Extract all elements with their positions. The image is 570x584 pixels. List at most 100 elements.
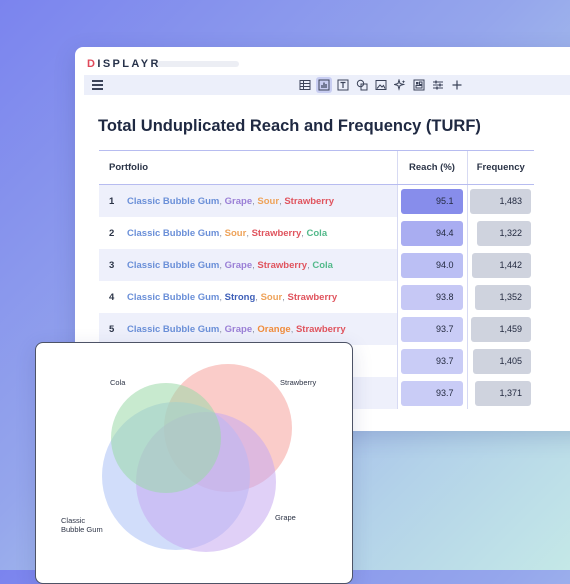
frequency-cell: 1,459: [466, 313, 534, 345]
row-number: 4: [109, 291, 115, 303]
item-separator: ,: [219, 291, 225, 303]
venn-diagram: Cola Strawberry Classic Bubble Gum Grape: [61, 364, 317, 552]
shapes-icon[interactable]: [354, 77, 370, 93]
portfolio-item: Sour: [224, 227, 247, 239]
item-separator: ,: [219, 195, 225, 207]
venn-circle-cola: [111, 383, 221, 493]
item-separator: ,: [252, 323, 258, 335]
venn-label-bubble-gum-line1: Classic: [61, 516, 85, 525]
frequency-value: 1,483: [470, 188, 531, 214]
title-bar: DISPLAYR: [75, 47, 570, 73]
table-row[interactable]: 1 Classic Bubble Gum, Grape, Sour, Strawb…: [99, 184, 534, 217]
portfolio-item: Strawberry: [284, 195, 334, 207]
image-icon[interactable]: [373, 77, 389, 93]
portfolio-item: Sour: [260, 291, 283, 303]
portfolio-item: Grape: [224, 259, 253, 271]
toolbar: [84, 75, 570, 95]
reach-value: 93.8: [400, 284, 463, 310]
table-header-row: Portfolio Reach (%) Frequency: [99, 150, 534, 185]
column-header-reach[interactable]: Reach (%): [396, 150, 467, 185]
item-separator: ,: [252, 195, 258, 207]
chart-icon[interactable]: [316, 77, 332, 93]
reach-cell: 94.4: [396, 217, 467, 249]
item-separator: ,: [290, 323, 296, 335]
item-separator: ,: [246, 227, 252, 239]
sliders-icon[interactable]: [430, 77, 446, 93]
plus-icon[interactable]: [449, 77, 465, 93]
table-row[interactable]: 4 Classic Bubble Gum, Strong, Sour, Straw…: [99, 281, 534, 313]
reach-cell: 93.8: [396, 281, 467, 313]
reach-value: 94.0: [400, 252, 463, 278]
table-row[interactable]: 93.7 1,405: [99, 345, 534, 377]
portfolio-cell: Classic Bubble Gum, Grape, Sour, Strawbe…: [127, 184, 397, 217]
layout-icon[interactable]: [411, 77, 427, 93]
item-separator: ,: [301, 227, 307, 239]
venn-label-cola: Cola: [110, 378, 126, 387]
item-separator: ,: [307, 259, 313, 271]
table-row[interactable]: 2 Classic Bubble Gum, Sour, Strawberry, C…: [99, 217, 534, 249]
column-header-frequency[interactable]: Frequency: [466, 150, 534, 185]
venn-label-bubble-gum-line2: Bubble Gum: [61, 525, 103, 534]
reach-value: 93.7: [400, 380, 463, 406]
reach-cell: 93.7: [396, 377, 467, 409]
item-separator: ,: [252, 259, 258, 271]
sparkle-icon[interactable]: [392, 77, 408, 93]
portfolio-item: Orange: [257, 323, 291, 335]
frequency-cell: 1,483: [466, 184, 534, 217]
portfolio-item: Strawberry: [295, 323, 346, 335]
portfolio-item: Strawberry: [287, 291, 338, 303]
displayr-logo: DISPLAYR: [87, 58, 161, 70]
item-separator: ,: [255, 291, 261, 303]
text-icon[interactable]: [335, 77, 351, 93]
item-separator: ,: [219, 227, 225, 239]
portfolio-item: Strawberry: [251, 227, 302, 239]
table-icon[interactable]: [297, 77, 313, 93]
toolbar-icons: [297, 77, 465, 93]
portfolio-item: Strong: [224, 291, 256, 303]
reach-cell: 95.1: [396, 184, 467, 217]
frequency-cell: 1,322: [466, 217, 534, 249]
row-number: 5: [99, 313, 127, 345]
portfolio-item: Sour: [257, 195, 280, 207]
frequency-value: 1,459: [471, 316, 531, 342]
menu-icon[interactable]: [92, 80, 103, 90]
portfolio-item: Strawberry: [257, 259, 308, 271]
venn-label-strawberry: Strawberry: [280, 378, 317, 387]
frequency-value: 1,322: [477, 220, 531, 246]
reach-value: 93.7: [400, 316, 463, 342]
page-title: Total Unduplicated Reach and Frequency (…: [98, 117, 481, 135]
portfolio-item: Cola: [312, 259, 333, 271]
frequency-value: 1,352: [475, 284, 531, 310]
address-bar[interactable]: [157, 61, 239, 67]
table-row[interactable]: 5 Classic Bubble Gum, Grape, Orange, Stra…: [99, 313, 534, 345]
reach-value: 94.4: [400, 220, 463, 246]
table-row[interactable]: 3 Classic Bubble Gum, Grape, Strawberry, …: [99, 249, 534, 281]
portfolio-cell: Classic Bubble Gum, Grape, Orange, Straw…: [127, 313, 397, 345]
venn-diagram-card: Cola Strawberry Classic Bubble Gum Grape: [35, 342, 353, 584]
reach-value: 95.1: [400, 188, 463, 214]
frequency-cell: 1,442: [466, 249, 534, 281]
item-separator: ,: [279, 195, 285, 207]
reach-cell: 93.7: [396, 313, 467, 345]
reach-cell: 93.7: [396, 345, 467, 377]
row-number: 3: [99, 249, 127, 281]
portfolio-cell: Classic Bubble Gum, Grape, Strawberry, C…: [127, 249, 397, 281]
frequency-cell: 1,352: [466, 281, 534, 313]
frequency-value: 1,442: [472, 252, 531, 278]
frequency-cell: 1,405: [466, 345, 534, 377]
frequency-value: 1,405: [473, 348, 531, 374]
frequency-value: 1,371: [475, 380, 531, 406]
item-separator: ,: [219, 323, 225, 335]
portfolio-cell: Classic Bubble Gum, Sour, Strawberry, Co…: [127, 217, 397, 249]
frequency-cell: 1,371: [466, 377, 534, 409]
reach-cell: 94.0: [396, 249, 467, 281]
venn-label-grape: Grape: [275, 513, 296, 522]
portfolio-item: Cola: [306, 227, 328, 239]
row-number: 1: [99, 184, 127, 217]
portfolio-item: Classic Bubble Gum: [127, 227, 220, 239]
portfolio-item: Classic Bubble Gum: [127, 323, 220, 335]
portfolio-cell: Classic Bubble Gum, Strong, Sour, Strawb…: [127, 281, 397, 313]
portfolio-item: Classic Bubble Gum: [127, 259, 220, 271]
column-header-portfolio[interactable]: Portfolio: [99, 150, 397, 185]
reach-value: 93.7: [400, 348, 463, 374]
